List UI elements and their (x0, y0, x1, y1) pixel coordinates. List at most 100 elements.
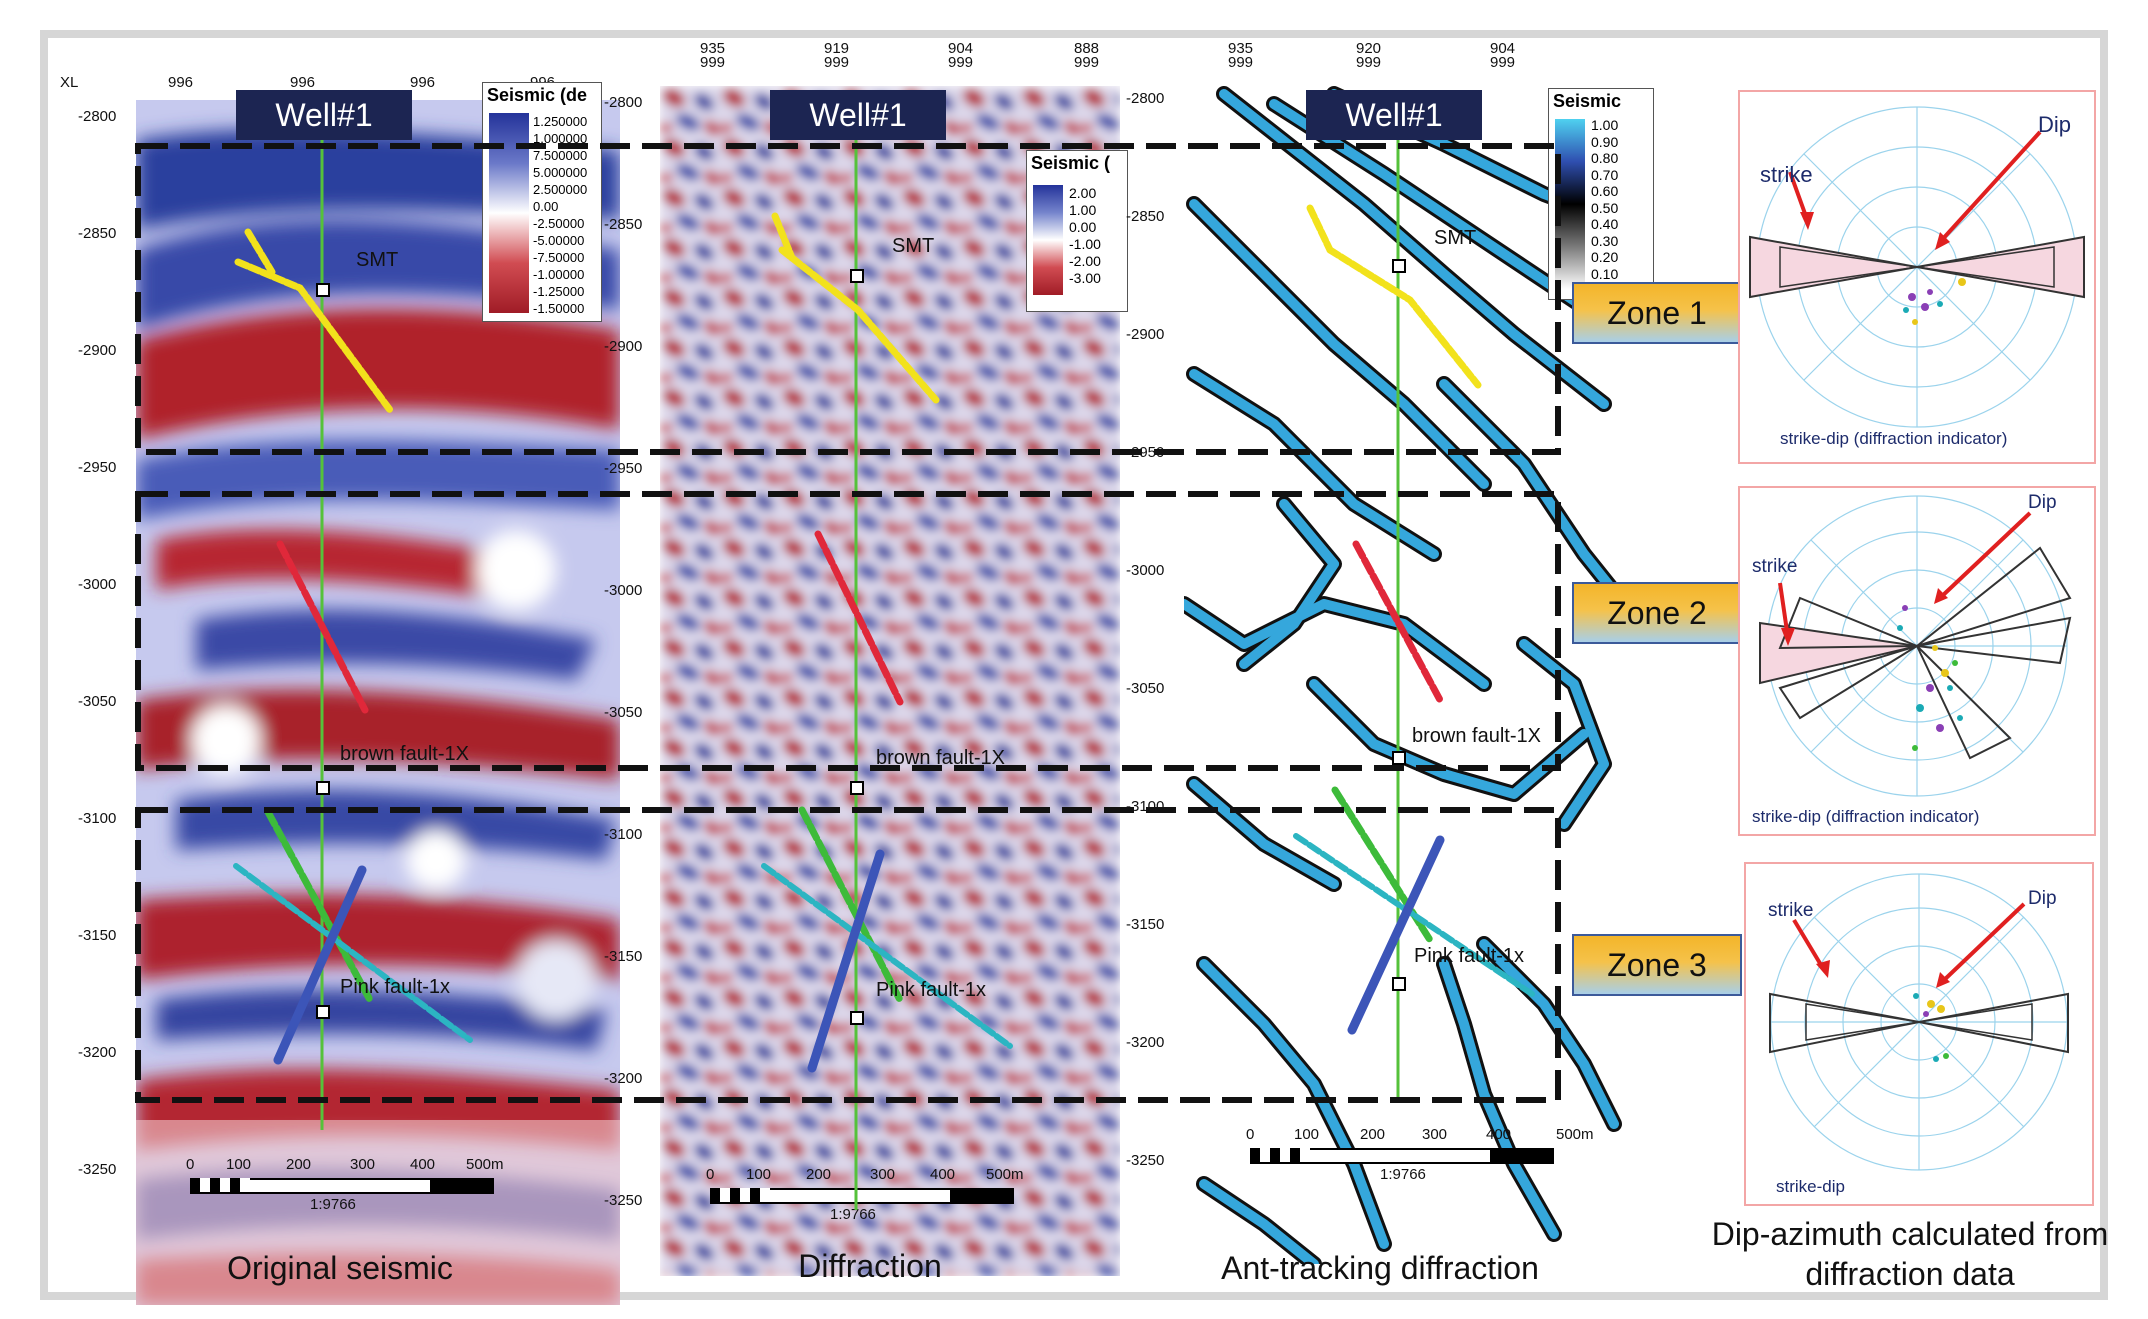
rose-diagram-zone-2: strike Dip strike-dip (diffraction indic… (1738, 486, 2096, 836)
rose-strike-label: strike (1752, 556, 1797, 577)
top-tick: 996 (168, 74, 194, 91)
legend-value: 0.20 (1591, 249, 1619, 265)
scale-tick: 200 (286, 1156, 312, 1173)
scale-tick: 300 (1422, 1126, 1448, 1143)
legend-value: -2.00 (1069, 253, 1101, 269)
top-tick: 999 (1228, 54, 1254, 71)
scale-tick: 400 (1486, 1126, 1512, 1143)
annotation-brown-fault: brown fault-1X (1412, 725, 1541, 747)
rose-caption: strike-dip (diffraction indicator) (1752, 807, 1979, 826)
left-tick: -3200 (604, 1070, 643, 1087)
scale-tick: 300 (350, 1156, 376, 1173)
legend-value: 5.000000 (533, 165, 588, 180)
scale-tick: 0 (706, 1166, 715, 1183)
left-tick: -2850 (604, 216, 643, 233)
caption-original: Original seismic (227, 1250, 453, 1286)
legend-value: -1.00000 (533, 267, 585, 282)
left-tick: -3050 (604, 704, 643, 721)
annotation-smt: SMT (1434, 227, 1476, 249)
left-tick: -3050 (1126, 680, 1165, 697)
legend-value: 0.90 (1591, 133, 1619, 150)
rose-caption: strike-dip (1776, 1177, 1845, 1196)
legend-value: -1.00 (1069, 236, 1101, 252)
left-tick: -2900 (1126, 326, 1165, 343)
legend-value: 0.80 (1591, 150, 1619, 166)
legend-value: 0.10 (1591, 265, 1619, 282)
caption-diffraction: Diffraction (798, 1248, 942, 1284)
top-tick: 888 (1074, 40, 1100, 57)
left-tick: -3250 (1126, 1152, 1165, 1169)
scale-tick: 200 (1360, 1126, 1386, 1143)
left-tick: -3200 (1126, 1034, 1165, 1051)
legend-value: 0.60 (1591, 183, 1619, 199)
well-label: Well#1 (236, 90, 412, 140)
left-tick: -3150 (604, 948, 643, 965)
legend-value: -5.00000 (533, 233, 585, 248)
left-tick: -2800 (604, 94, 643, 111)
legend-value: 0.50 (1591, 199, 1619, 216)
legend-value: 7.500000 (533, 148, 588, 163)
legend-value: 2.00 (1069, 185, 1097, 201)
zone-1-box (135, 143, 1561, 455)
top-tick: 919 (824, 40, 850, 57)
rose-strike-label: strike (1760, 162, 1813, 187)
rose-diagram-zone-1: strike Dip strike-dip (diffraction indic… (1738, 90, 2096, 464)
top-tick: 999 (700, 54, 726, 71)
left-tick: -3150 (1126, 916, 1165, 933)
left-tick: -3100 (604, 826, 643, 843)
left-tick: -3000 (604, 582, 643, 599)
annotation-pink-fault: Pink fault-1x (340, 976, 450, 998)
annotation-brown-fault: brown fault-1X (340, 743, 469, 765)
rose-dip-label: Dip (2028, 492, 2057, 513)
legend-value: -7.50000 (533, 250, 585, 265)
annotation-smt: SMT (356, 249, 398, 271)
legend-value: 0.00 (533, 199, 559, 214)
scale-tick: 300 (870, 1166, 896, 1183)
annotation-brown-fault: brown fault-1X (876, 747, 1005, 769)
legend-value: 1.250000 (533, 114, 588, 129)
scale-ratio: 1:9766 (830, 1206, 876, 1223)
legend-value: 2.500000 (533, 182, 588, 197)
zone-label: Zone 1 (1572, 282, 1742, 344)
top-tick: 904 (948, 40, 974, 57)
legend-value: 0.40 (1591, 216, 1619, 232)
left-tick: -2850 (78, 225, 117, 242)
top-tick: 999 (1490, 54, 1516, 71)
top-tick: 999 (1356, 54, 1382, 71)
scale-ratio: 1:9766 (1380, 1166, 1426, 1183)
caption-roses-line2: diffraction data (1805, 1256, 2015, 1292)
top-tick: 935 (1228, 40, 1254, 57)
top-tick: 999 (948, 54, 974, 71)
color-legend-original: Seismic (de 1.250000 1.000000 7.500000 5… (482, 82, 602, 322)
legend-title: Seismic (1553, 91, 1622, 111)
legend-value: 0.00 (1069, 219, 1097, 235)
left-tick: -3250 (604, 1192, 643, 1209)
scale-tick: 200 (806, 1166, 832, 1183)
left-tick: -3100 (78, 810, 117, 827)
left-tick: -2950 (78, 459, 117, 476)
scale-tick: 100 (1294, 1126, 1320, 1143)
rose-dip-label: Dip (2028, 888, 2057, 909)
left-tick: -3150 (78, 927, 117, 944)
scale-tick: 500m (986, 1166, 1024, 1183)
zone-2-box (135, 491, 1561, 771)
top-tick: 999 (1074, 54, 1100, 71)
caption-ant-tracking: Ant-tracking diffraction (1221, 1250, 1539, 1286)
rose-caption: strike-dip (diffraction indicator) (1780, 429, 2007, 448)
top-tick: 935 (700, 40, 726, 57)
left-tick: -2950 (1126, 444, 1165, 461)
legend-title: Seismic ( (1031, 153, 1111, 173)
left-tick: -2800 (1126, 90, 1165, 107)
top-tick: 996 (410, 74, 436, 91)
left-tick: -2900 (604, 338, 643, 355)
zone-3-box (135, 807, 1561, 1103)
well-label: Well#1 (1306, 90, 1482, 140)
left-tick: -3050 (78, 693, 117, 710)
legend-value: 1.00 (1591, 117, 1619, 133)
axis-label-xl: XL (60, 74, 79, 91)
zone-label: Zone 2 (1572, 582, 1742, 644)
legend-value: 0.70 (1591, 166, 1619, 183)
scale-tick: 500m (1556, 1126, 1594, 1143)
legend-value: -1.50000 (533, 301, 585, 316)
legend-value: -2.50000 (533, 216, 585, 231)
